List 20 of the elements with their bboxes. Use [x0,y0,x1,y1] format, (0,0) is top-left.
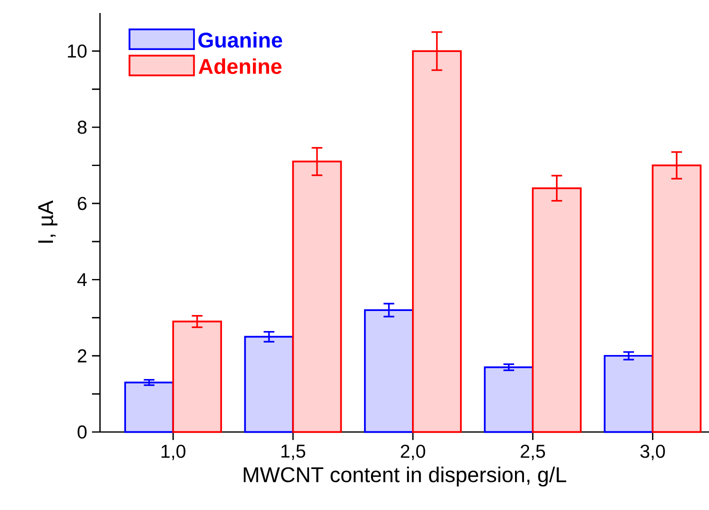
x-axis-title: MWCNT content in dispersion, g/L [244,466,566,487]
x-tick-label: 2,0 [400,444,426,460]
y-axis-title: I, µA [38,200,58,243]
x-tick-label: 3,0 [640,444,665,460]
x-tick-label: 1,0 [162,444,186,460]
x-tick-label: 2,5 [520,444,545,460]
y-tick-label: 10 [68,44,87,58]
bar [124,382,174,433]
y-tick-label: 4 [77,273,87,286]
legend-label: Guanine [198,32,282,48]
y-tick-label: 6 [78,196,86,210]
bar [172,320,222,433]
y-tick-label: 0 [78,425,87,439]
bar [484,366,534,433]
bar [244,336,294,433]
legend-label: Adenine [198,58,282,74]
y-tick-label: 8 [78,120,86,134]
y-tick-label: 2 [78,349,86,362]
x-tick-label: 1,5 [281,444,306,460]
bar [604,354,654,433]
